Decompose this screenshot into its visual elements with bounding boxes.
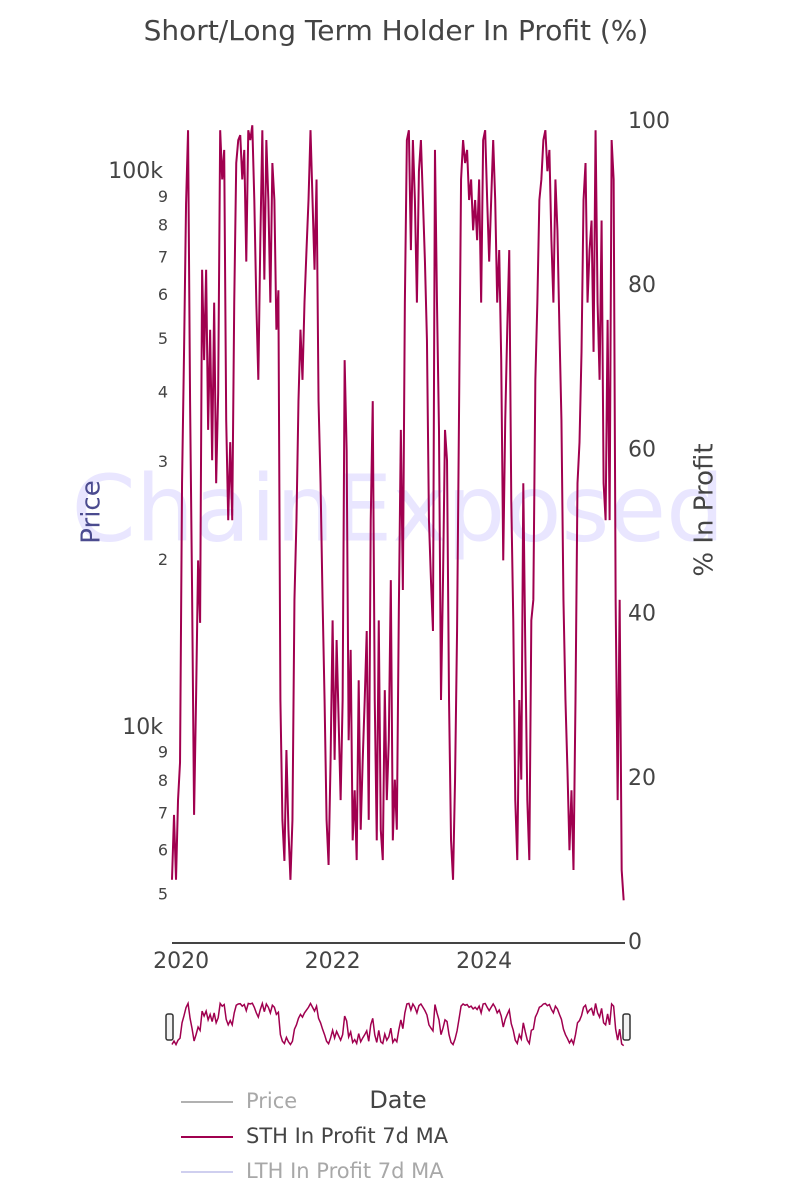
y2-tick-label: 0 bbox=[628, 930, 642, 955]
y-tick-label: 4 bbox=[158, 383, 168, 402]
range-handle[interactable] bbox=[165, 1013, 174, 1041]
y-tick-label: 7 bbox=[158, 248, 168, 267]
y-tick-label: 3 bbox=[158, 452, 168, 471]
range-slider-line bbox=[171, 1000, 625, 1047]
y-tick-label: 9 bbox=[158, 743, 168, 762]
y-tick-label: 10k bbox=[122, 715, 163, 740]
y2-tick-label: 80 bbox=[628, 273, 656, 298]
y-axis-title: Price bbox=[77, 480, 107, 543]
y-tick-label: 5 bbox=[158, 885, 168, 904]
y-tick-label: 100k bbox=[108, 159, 163, 184]
y-tick-label: 2 bbox=[158, 550, 168, 569]
x-tick-label: 2024 bbox=[456, 949, 512, 974]
watermark: ChainExposed bbox=[72, 455, 725, 562]
legend-label[interactable]: LTH In Profit 7d MA bbox=[246, 1159, 444, 1183]
y-tick-label: 5 bbox=[158, 329, 168, 348]
chart-title: Short/Long Term Holder In Profit (%) bbox=[144, 14, 649, 47]
y-tick-label: 7 bbox=[158, 803, 168, 822]
x-tick-label: 2022 bbox=[305, 949, 361, 974]
y2-tick-label: 20 bbox=[628, 766, 656, 791]
legend-label[interactable]: Price bbox=[246, 1089, 297, 1113]
x-tick-label: 2020 bbox=[153, 949, 209, 974]
y2-tick-label: 60 bbox=[628, 437, 656, 462]
y-tick-label: 8 bbox=[158, 215, 168, 234]
legend-label[interactable]: STH In Profit 7d MA bbox=[246, 1124, 449, 1148]
y-tick-label: 6 bbox=[158, 841, 168, 860]
y2-tick-label: 40 bbox=[628, 602, 656, 627]
y-tick-label: 9 bbox=[158, 187, 168, 206]
y-tick-label: 8 bbox=[158, 771, 168, 790]
x-axis-title: Date bbox=[369, 1086, 426, 1114]
range-handle[interactable] bbox=[622, 1013, 631, 1041]
y2-axis-title: % In Profit bbox=[690, 443, 720, 576]
y2-tick-label: 100 bbox=[628, 109, 670, 134]
line-series bbox=[171, 125, 625, 901]
y-tick-label: 6 bbox=[158, 285, 168, 304]
